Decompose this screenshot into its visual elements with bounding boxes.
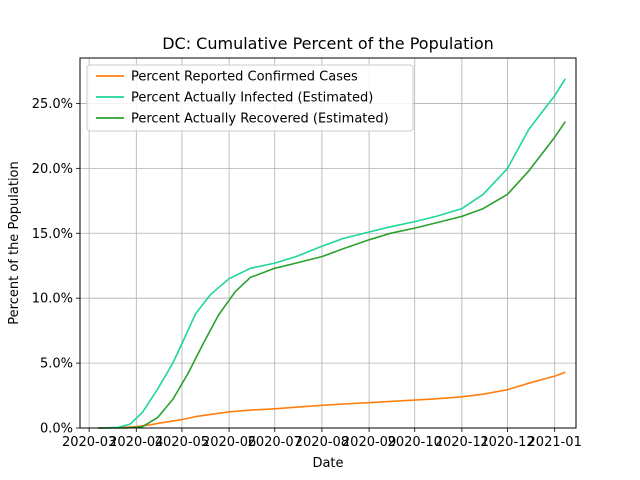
series-line-1 <box>98 371 566 429</box>
chart-title: DC: Cumulative Percent of the Population <box>162 34 494 53</box>
series-line-3 <box>98 121 566 429</box>
series-lines <box>98 78 566 429</box>
x-tick-label: 2020-10 <box>388 435 442 450</box>
x-tick-label: 2021-01 <box>528 435 582 450</box>
series-line-2 <box>98 78 566 429</box>
x-axis: 2020-032020-042020-052020-062020-072020-… <box>62 428 582 450</box>
y-axis: 0.0% 5.0% 10.0% 15.0% 20.0% 25.0% <box>32 97 80 437</box>
x-tick-label: 2020-06 <box>202 435 256 450</box>
x-axis-label: Date <box>312 456 343 471</box>
x-tick-label: 2020-07 <box>248 435 302 450</box>
legend-label: Percent Actually Infected (Estimated) <box>131 91 373 106</box>
y-tick-label: 25.0% <box>32 97 73 112</box>
legend: Percent Reported Confirmed Cases Percent … <box>86 64 414 132</box>
x-tick-label: 2020-03 <box>62 435 116 450</box>
x-tick-label: 2020-11 <box>435 435 489 450</box>
plot-frame <box>79 57 577 429</box>
x-tick-label: 2020-09 <box>342 435 396 450</box>
y-axis-label: Percent of the Population <box>7 161 22 324</box>
y-tick-label: 0.0% <box>40 422 73 437</box>
x-tick-label: 2020-12 <box>480 435 534 450</box>
x-tick-label: 2020-04 <box>109 435 163 450</box>
x-tick-label: 2020-08 <box>295 435 349 450</box>
y-tick-label: 10.0% <box>32 292 73 307</box>
legend-label: Percent Actually Recovered (Estimated) <box>131 112 389 127</box>
y-tick-label: 20.0% <box>32 162 73 177</box>
y-tick-label: 5.0% <box>40 357 73 372</box>
x-tick-label: 2020-05 <box>155 435 209 450</box>
legend-box <box>86 64 414 132</box>
legend-label: Percent Reported Confirmed Cases <box>131 70 358 85</box>
y-tick-label: 15.0% <box>32 227 73 242</box>
